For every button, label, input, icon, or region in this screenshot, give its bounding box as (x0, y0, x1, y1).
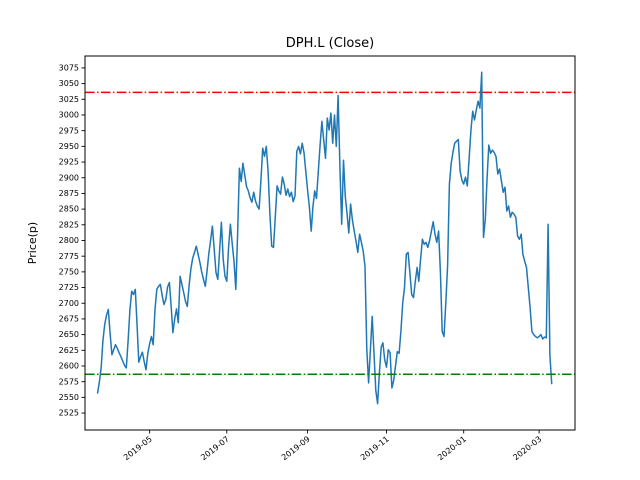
y-tick-label: 2850 (59, 205, 79, 214)
x-tick-label: 2020-01 (436, 434, 468, 462)
y-axis-ticks: 2525 2550 2575 2600 2625 2650 2675 2700 2725 2750… (59, 64, 85, 418)
y-tick-label: 3075 (59, 64, 79, 73)
x-tick-label: 2019-11 (359, 434, 391, 462)
y-tick-label: 2700 (59, 299, 79, 308)
y-tick-label: 2675 (59, 315, 79, 324)
y-tick-label: 2900 (59, 173, 79, 182)
band-lines-layer (85, 91, 575, 375)
y-tick-label: 2875 (59, 189, 79, 198)
y-axis-label: Price(p) (26, 222, 39, 264)
x-axis-ticks: 2019-05 2019-07 2019-09 2019-11 2020-01 2020-… (122, 430, 543, 462)
y-tick-label: 2775 (59, 252, 79, 261)
plot-border (84, 55, 576, 431)
price-line (96, 71, 553, 405)
y-tick-label: 2625 (59, 346, 79, 355)
y-tick-label: 2525 (59, 409, 79, 418)
y-tick-label: 2925 (59, 158, 79, 167)
y-tick-label: 3050 (59, 79, 79, 88)
y-tick-label: 2750 (59, 267, 79, 276)
x-tick-label: 2020-03 (511, 434, 543, 462)
y-tick-label: 2600 (59, 362, 79, 371)
y-tick-label: 2550 (59, 393, 79, 402)
y-tick-label: 2575 (59, 377, 79, 386)
x-tick-label: 2019-05 (122, 434, 154, 462)
y-tick-label: 3025 (59, 95, 79, 104)
y-tick-label: 2800 (59, 236, 79, 245)
y-tick-label: 2825 (59, 220, 79, 229)
y-tick-label: 2725 (59, 283, 79, 292)
y-tick-label: 2650 (59, 330, 79, 339)
y-tick-label: 3000 (59, 111, 79, 120)
chart-title: DPH.L (Close) (286, 36, 374, 51)
y-tick-label: 2950 (59, 142, 79, 151)
y-tick-label: 2975 (59, 126, 79, 135)
x-tick-label: 2019-09 (280, 434, 312, 462)
x-tick-label: 2019-07 (199, 434, 231, 462)
